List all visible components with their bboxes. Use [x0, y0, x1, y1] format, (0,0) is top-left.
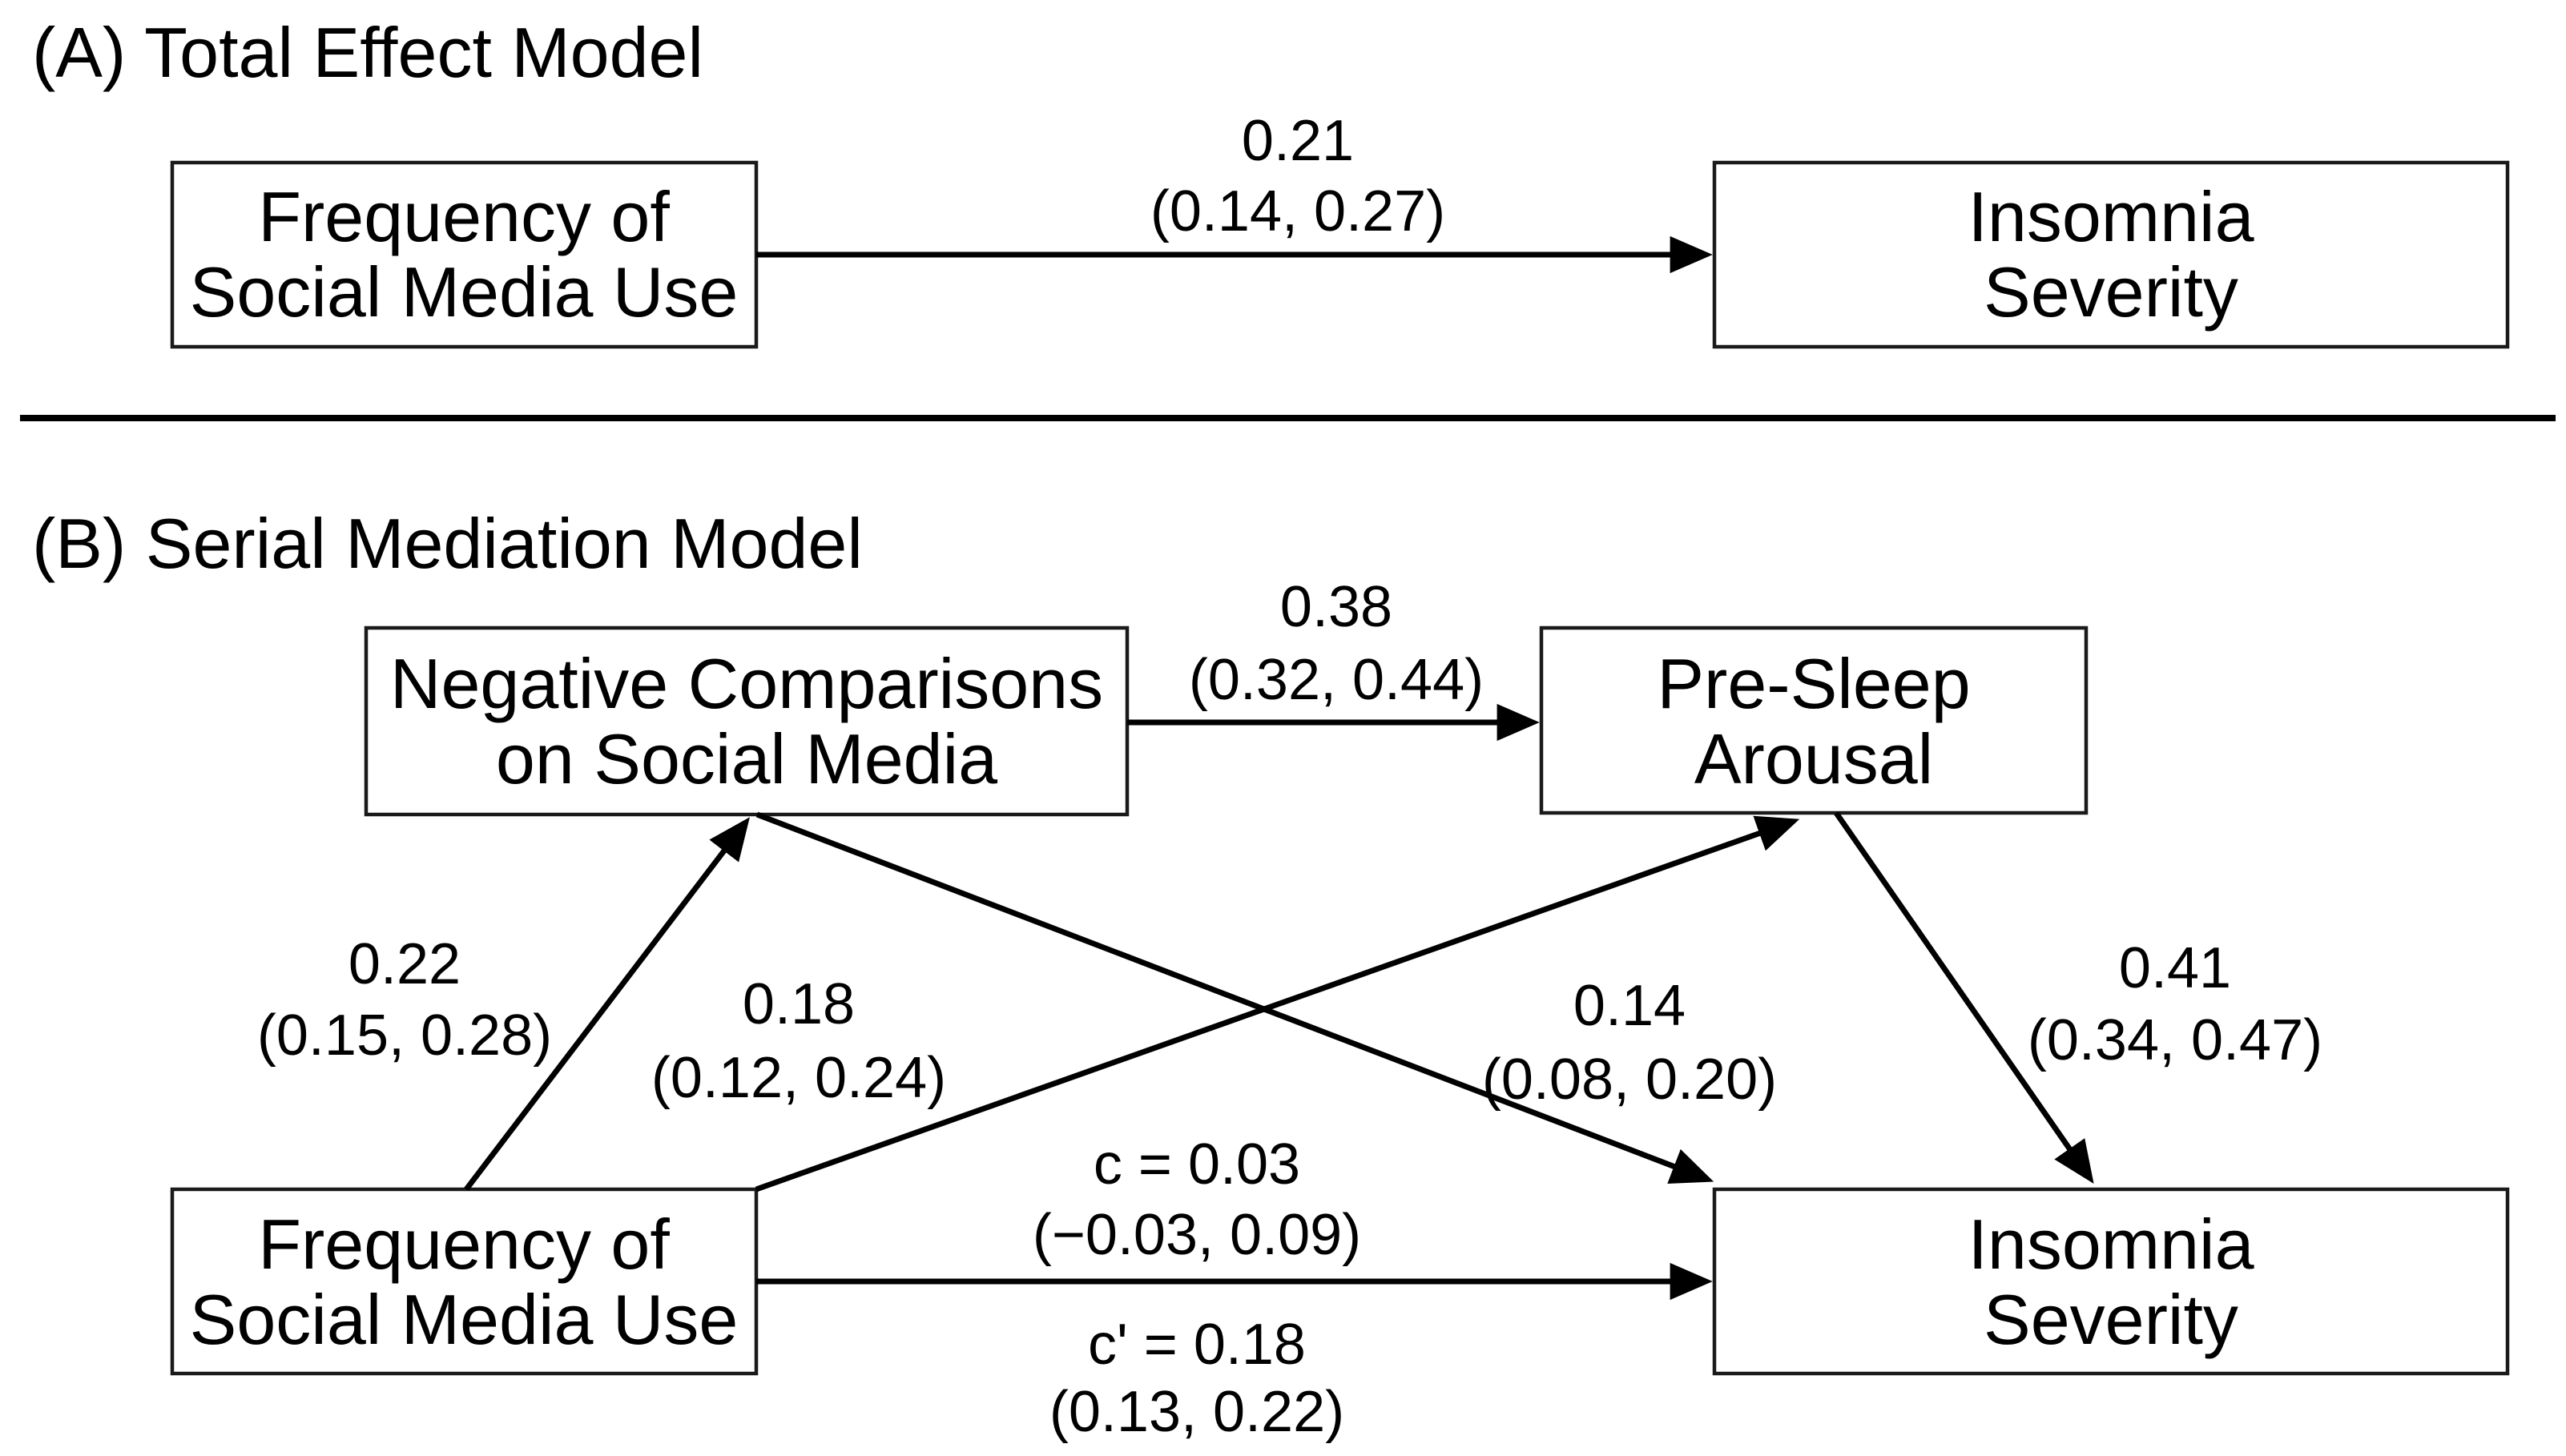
panel-b-m1-m2-ci: (0.32, 0.44): [1189, 648, 1484, 712]
panel-a-total-effect-estimate: 0.21: [1242, 109, 1354, 173]
panel-a-title: (A) Total Effect Model: [32, 13, 703, 92]
panel-a-insomnia-box: [1712, 160, 2510, 349]
panel-b-insomnia-box: [1712, 1187, 2510, 1376]
panel-b-m1-m2-estimate: 0.38: [1280, 575, 1392, 639]
panel-b-x-m1-ci: (0.15, 0.28): [257, 1004, 552, 1068]
panel-b-m2-y-ci: (0.34, 0.47): [2028, 1008, 2322, 1072]
panel-b-pre-sleep-arousal-label-line2: Arousal: [1694, 719, 1933, 798]
panel-b-frequency-label-line2: Social Media Use: [190, 1280, 739, 1359]
panel-b-total-effect-estimate: c = 0.03: [1094, 1132, 1300, 1197]
panel-a-total-effect-ci: (0.14, 0.27): [1150, 179, 1445, 243]
panel-b-x-m2-ci: (0.12, 0.24): [651, 1046, 946, 1110]
panel-a-frequency-box: [170, 160, 759, 349]
panel-b-x-m1-estimate: 0.22: [348, 932, 461, 996]
panel-a-frequency-label-line1: Frequency of: [258, 177, 670, 256]
panel-b-total-effect-ci: (−0.03, 0.09): [1033, 1203, 1361, 1267]
panel-a-insomnia-label-line2: Severity: [1984, 252, 2238, 332]
panel-b-arrow-m1-to-y: [755, 811, 1714, 1185]
panel-b-x-m2-estimate: 0.18: [743, 972, 855, 1036]
panel-b-arrow-m2-to-y: [1834, 811, 2094, 1185]
panel-b-direct-effect-estimate: c' = 0.18: [1088, 1313, 1306, 1377]
panel-b-m2-y-estimate: 0.41: [2119, 936, 2231, 1000]
panel-b-negative-comparisons-label-line1: Negative Comparisons: [390, 644, 1103, 723]
panel-b-pre-sleep-arousal-box: [1539, 625, 2089, 815]
panel-b-insomnia-label-line2: Severity: [1984, 1280, 2238, 1359]
panel-b-arrow-x-to-m2: [755, 815, 1800, 1193]
panel-b-pre-sleep-arousal-label-line1: Pre-Sleep: [1657, 644, 1970, 723]
panel-b-negative-comparisons-box: [364, 625, 1130, 817]
panel-b-arrow-x-to-m1: [464, 817, 750, 1192]
panel-b-m1-y-ci: (0.08, 0.20): [1482, 1048, 1777, 1112]
panel-b-direct-effect-ci: (0.13, 0.22): [1049, 1380, 1344, 1444]
panel-a-frequency-label-line2: Social Media Use: [190, 252, 739, 332]
panel-b-title: (B) Serial Mediation Model: [32, 504, 863, 583]
panel-b-insomnia-label-line1: Insomnia: [1968, 1205, 2254, 1284]
panel-b-m1-y-estimate: 0.14: [1573, 974, 1686, 1038]
panel-a-insomnia-label-line1: Insomnia: [1968, 177, 2254, 256]
panel-b-negative-comparisons-label-line2: on Social Media: [496, 719, 997, 798]
panel-b-frequency-label-line1: Frequency of: [258, 1205, 670, 1284]
